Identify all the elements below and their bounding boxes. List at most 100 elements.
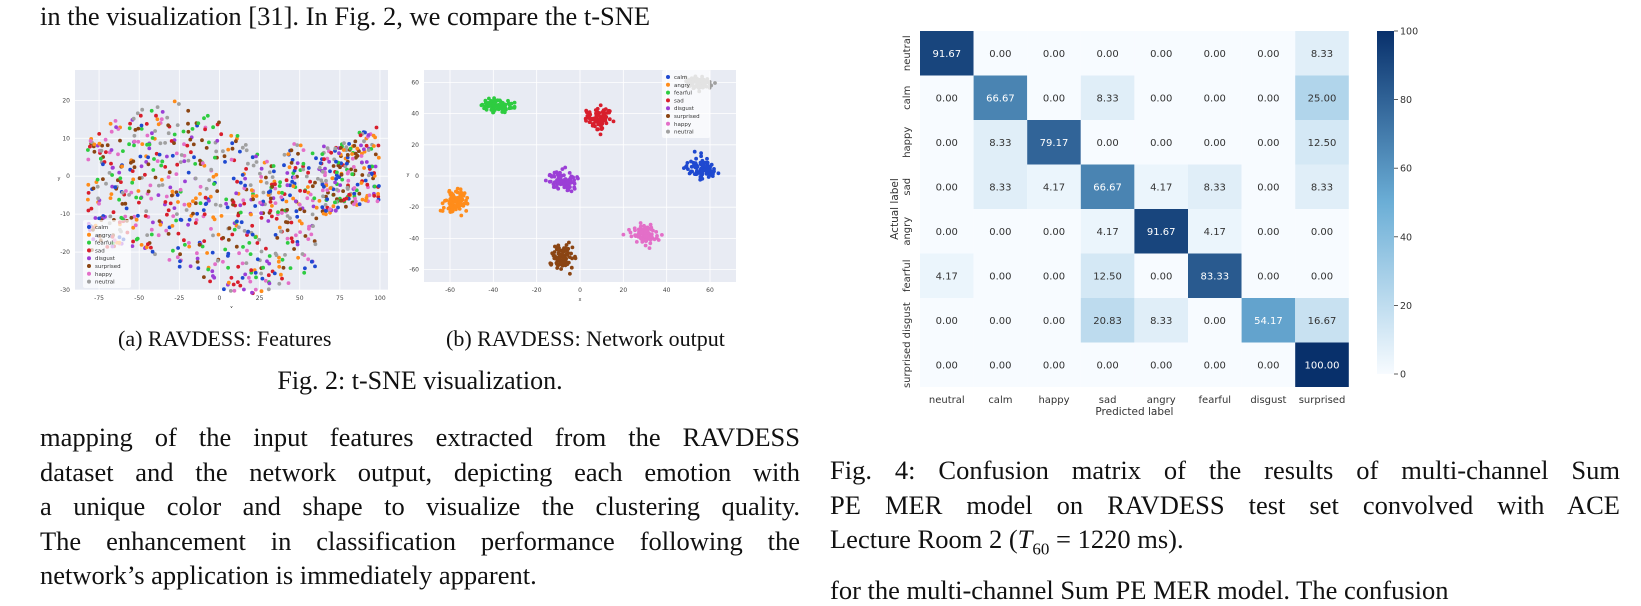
- cell-value: 0.00: [936, 227, 958, 238]
- data-point: [512, 104, 517, 109]
- cell-value: 0.00: [1257, 93, 1279, 104]
- data-point: [713, 81, 717, 85]
- data-point: [377, 184, 381, 188]
- data-point: [694, 156, 698, 161]
- legend-label: neutral: [95, 280, 115, 286]
- data-point: [137, 176, 142, 181]
- legend-marker: [666, 106, 670, 111]
- cell-value: 20.83: [1093, 316, 1122, 327]
- data-point: [250, 155, 255, 160]
- data-point: [243, 143, 248, 147]
- data-point: [130, 244, 135, 249]
- cell-value: 8.33: [1150, 316, 1172, 327]
- cell-value: 8.33: [1311, 49, 1333, 60]
- data-point: [109, 148, 114, 152]
- data-point: [341, 189, 345, 193]
- data-point: [452, 198, 456, 203]
- data-point: [183, 242, 187, 247]
- cell-value: 0.00: [1257, 227, 1279, 238]
- tsne-features-plot: -75 -50 -25 0 25 50 75 10020100-10-20-30xycalma…: [58, 70, 388, 308]
- data-point: [457, 207, 462, 211]
- data-point: [100, 143, 104, 148]
- data-point: [585, 114, 590, 118]
- y-tick-label: 0: [415, 173, 419, 180]
- data-point: [236, 280, 240, 284]
- cell-value: 0.00: [1043, 49, 1065, 60]
- data-point: [554, 184, 559, 189]
- matrix-cell: [1241, 120, 1296, 165]
- data-point: [116, 152, 120, 157]
- y-tick-label: surprised: [902, 341, 913, 388]
- next-column-text: for the multi-channel Sum PE MER model. …: [830, 575, 1449, 605]
- data-point: [131, 239, 135, 244]
- data-point: [160, 177, 164, 182]
- data-point: [195, 251, 199, 256]
- data-point: [293, 166, 298, 170]
- data-point: [359, 143, 363, 148]
- data-point: [227, 226, 232, 231]
- matrix-cell: [1188, 75, 1242, 120]
- data-point: [211, 274, 215, 278]
- data-point: [107, 171, 112, 175]
- data-point: [685, 161, 690, 165]
- matrix-cell: [1027, 31, 1081, 76]
- data-point: [226, 238, 231, 242]
- data-point: [643, 229, 648, 234]
- data-point: [322, 157, 326, 162]
- data-point: [213, 202, 218, 207]
- data-point: [187, 244, 192, 249]
- data-point: [226, 147, 231, 152]
- data-point: [258, 200, 262, 205]
- data-point: [295, 143, 300, 147]
- data-point: [288, 266, 293, 270]
- matrix-cell: [1080, 298, 1135, 343]
- data-point: [543, 178, 548, 183]
- data-point: [156, 233, 161, 238]
- data-point: [331, 164, 336, 168]
- cell-value: 0.00: [1096, 360, 1118, 371]
- matrix-cell: [920, 253, 974, 298]
- matrix-cell: [973, 253, 1028, 298]
- data-point: [259, 216, 264, 220]
- data-point: [440, 201, 445, 206]
- data-point: [230, 232, 235, 237]
- legend-marker: [666, 121, 670, 126]
- data-point: [331, 192, 336, 197]
- data-point: [301, 148, 306, 152]
- data-point: [643, 243, 648, 248]
- data-point: [352, 186, 357, 190]
- data-point: [153, 175, 158, 180]
- data-point: [230, 146, 235, 151]
- data-point: [188, 264, 193, 269]
- y-axis-label: y: [407, 172, 410, 178]
- data-point: [167, 170, 172, 175]
- data-point: [118, 176, 123, 181]
- data-point: [226, 280, 231, 285]
- data-point: [328, 169, 332, 174]
- legend-marker: [87, 256, 91, 261]
- data-point: [110, 184, 115, 189]
- data-point: [273, 186, 278, 191]
- legend-label: angry: [674, 83, 691, 89]
- legend-label: fearful: [95, 241, 113, 247]
- data-point: [97, 216, 102, 221]
- data-point: [165, 154, 169, 159]
- data-point: [448, 199, 453, 204]
- data-point: [279, 229, 283, 234]
- points-features: [86, 99, 381, 296]
- cell-value: 0.00: [1150, 138, 1172, 149]
- data-point: [561, 248, 565, 253]
- cell-value: 0.00: [1096, 49, 1118, 60]
- data-point: [642, 223, 646, 228]
- data-point: [276, 259, 281, 264]
- data-point: [298, 188, 302, 193]
- data-point: [259, 271, 263, 276]
- matrix-cell: [1134, 164, 1188, 209]
- data-point: [302, 209, 307, 214]
- data-point: [457, 197, 462, 201]
- data-point: [353, 196, 357, 201]
- matrix-cell: [1134, 342, 1188, 387]
- data-point: [447, 188, 452, 193]
- matrix-cell: [1134, 298, 1188, 343]
- data-point: [345, 153, 350, 157]
